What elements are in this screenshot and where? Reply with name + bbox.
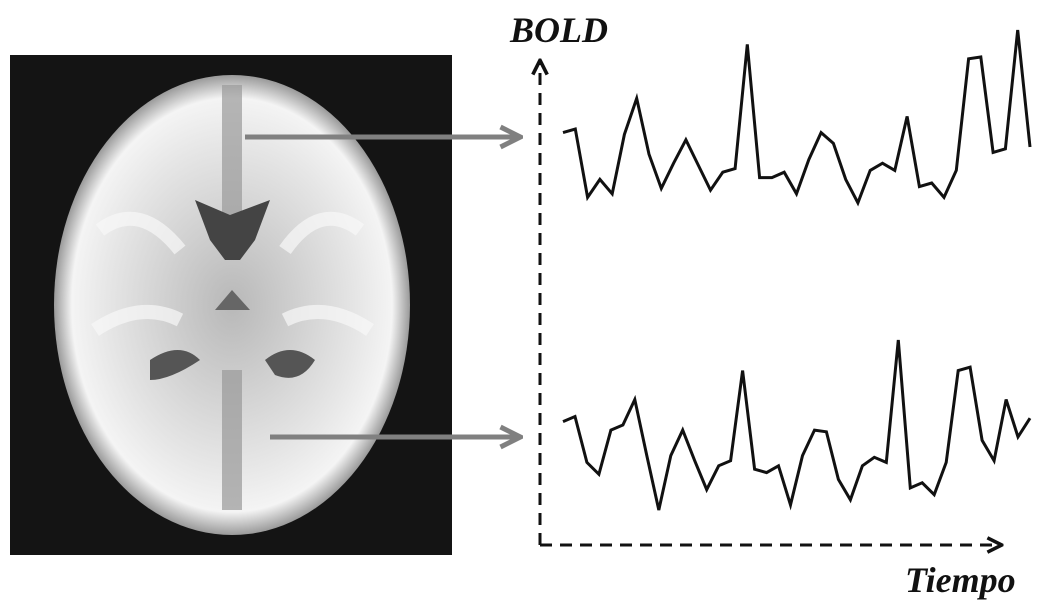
bold-signal <box>562 29 1032 207</box>
y-axis-label: BOLD <box>509 10 608 50</box>
x-axis-label: Tiempo <box>905 560 1016 600</box>
bold-signal <box>562 339 1032 511</box>
brain-image <box>10 55 452 555</box>
